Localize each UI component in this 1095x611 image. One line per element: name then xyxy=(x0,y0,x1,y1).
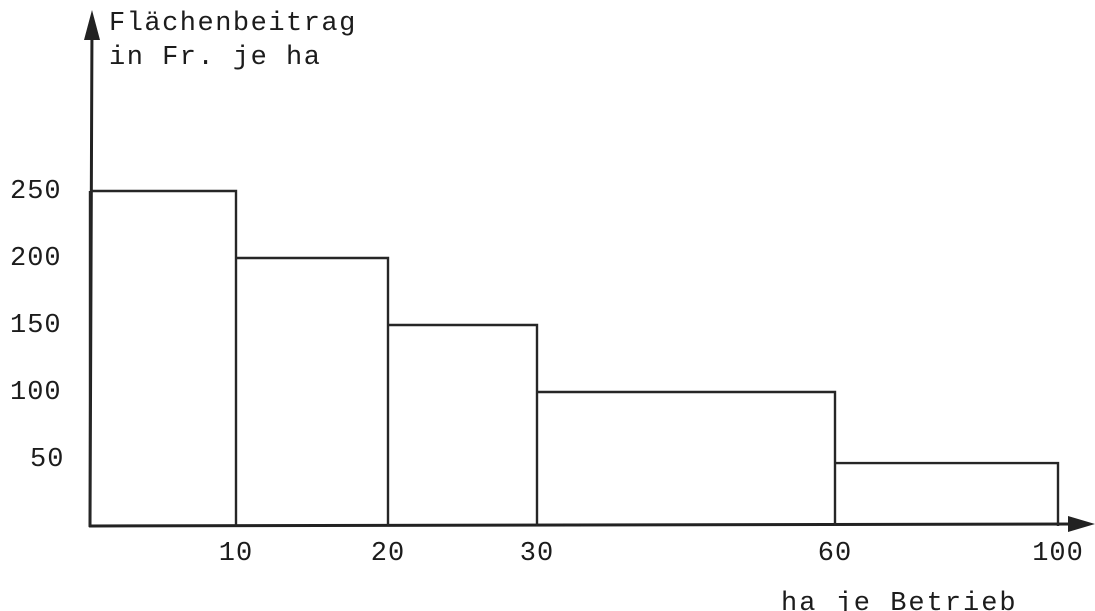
x-axis xyxy=(88,516,1095,532)
x-tick-label: 30 xyxy=(520,539,554,569)
y-tick-label: 100 xyxy=(10,378,62,408)
x-axis-arrowhead xyxy=(1068,516,1095,532)
x-tick-labels: 10 20 30 60 100 xyxy=(219,539,1084,569)
y-tick-label: 150 xyxy=(10,311,62,341)
y-axis xyxy=(84,10,100,528)
histogram-bar xyxy=(388,323,539,526)
y-tick-label: 250 xyxy=(10,177,62,207)
y-axis-title-line-1: Flächenbeitrag xyxy=(109,9,357,39)
histogram-bar xyxy=(537,390,837,526)
histogram-bar xyxy=(88,189,238,526)
y-axis-title-line-2: in Fr. je ha xyxy=(109,43,321,73)
x-tick-label: 100 xyxy=(1032,539,1084,569)
x-axis-title: ha je Betrieb xyxy=(781,589,1018,611)
y-tick-label: 200 xyxy=(10,244,62,274)
histogram-bar xyxy=(236,256,390,526)
y-axis-arrowhead xyxy=(84,10,100,40)
y-axis-title: Flächenbeitrag in Fr. je ha xyxy=(109,9,357,73)
x-tick-label: 20 xyxy=(371,539,405,569)
x-axis-line xyxy=(88,522,1084,528)
y-tick-label: 50 xyxy=(30,445,64,475)
histogram-bars xyxy=(88,189,1060,526)
y-tick-labels: 50 100 150 200 250 xyxy=(10,177,64,475)
x-tick-label: 60 xyxy=(818,539,852,569)
x-tick-label: 10 xyxy=(219,539,253,569)
histogram-bar xyxy=(835,461,1060,526)
